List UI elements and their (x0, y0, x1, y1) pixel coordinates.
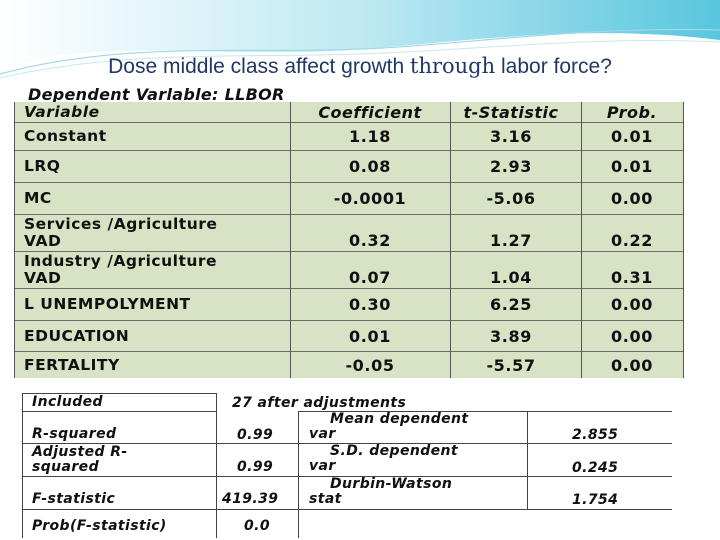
grid-line (22, 393, 216, 394)
variable-line: Services /Agriculture (24, 215, 218, 233)
label-line: Mean dependent (330, 411, 469, 427)
variable-cell: Services /Agriculture VAD (14, 215, 289, 251)
prob-cell: 0.00 (611, 355, 653, 375)
grid-line (298, 509, 299, 538)
prob-cell: 0.01 (611, 157, 653, 176)
coefficient-cell: 0.07 (349, 267, 391, 287)
table-row: EDUCATION 0.01 3.89 0.00 (14, 321, 684, 352)
grid-line (22, 393, 23, 538)
t-statistic-cell: 2.93 (490, 157, 532, 176)
column-divider (14, 102, 15, 378)
mean-dependent-value: 2.855 (572, 427, 619, 443)
included-value: 27 after adjustments (232, 395, 407, 411)
table-header-row: Variable Coefficient t-Statistic Prob. (14, 102, 684, 123)
t-statistic-cell: -5.06 (486, 189, 536, 208)
coefficient-cell: 0.08 (349, 157, 391, 176)
variable-line: Industry /Agriculture (24, 252, 218, 270)
f-statistic-value: 419.39 (222, 491, 279, 507)
t-statistic-cell: 1.27 (490, 230, 532, 250)
column-divider (290, 102, 291, 378)
prob-cell: 0.31 (611, 267, 653, 287)
model-statistics-table: Included 27 after adjustments R-squared … (22, 393, 672, 538)
grid-line (22, 476, 672, 477)
r-squared-value: 0.99 (237, 427, 274, 443)
prob-cell: 0.00 (611, 326, 653, 346)
column-divider (450, 102, 451, 378)
mean-dependent-label: Mean dependent (330, 412, 469, 427)
t-statistic-cell: 3.16 (490, 126, 532, 146)
regression-table: Variable Coefficient t-Statistic Prob. C… (14, 102, 684, 379)
label-line: var (309, 458, 336, 474)
header-wave-decoration (0, 0, 720, 79)
label-line: var (309, 426, 336, 442)
included-label: Included (32, 394, 103, 410)
coefficient-cell: 0.32 (349, 230, 391, 250)
label-line: squared (32, 459, 99, 475)
durbin-watson-value: 1.754 (572, 492, 619, 508)
header-coefficient: Coefficient (318, 102, 422, 122)
mean-dependent-label-cont: var (309, 427, 336, 442)
prob-cell: 0.00 (611, 295, 653, 314)
prob-cell: 0.01 (611, 126, 653, 146)
variable-cell: EDUCATION (24, 326, 130, 345)
f-statistic-label: F-statistic (32, 491, 116, 507)
durbin-watson-label: Durbin-Watson stat (309, 477, 452, 507)
variable-line: VAD (24, 232, 62, 250)
column-divider (683, 102, 684, 378)
column-divider (581, 102, 582, 378)
table-row: LRQ 0.08 2.93 0.01 (14, 151, 684, 183)
grid-line (22, 411, 216, 412)
grid-line (298, 411, 672, 412)
page-title: Dose middle class affect growth through … (108, 54, 612, 78)
header-variable: Variable (24, 102, 100, 121)
table-row: L UNEMPOLYMENT 0.30 6.25 0.00 (14, 289, 684, 321)
coefficient-cell: -0.0001 (333, 189, 407, 208)
r-squared-label: R-squared (32, 426, 117, 442)
table-row: FERTALITY -0.05 -5.57 0.00 (14, 352, 684, 379)
variable-line: VAD (24, 269, 62, 287)
table-row: Industry /Agriculture VAD 0.07 1.04 0.31 (14, 252, 684, 289)
grid-line (22, 509, 672, 510)
table-row: Constant 1.18 3.16 0.01 (14, 122, 684, 151)
label-line: stat (309, 491, 342, 507)
t-statistic-cell: -5.57 (486, 355, 536, 375)
header-t-statistic: t-Statistic (463, 102, 559, 122)
prob-f-statistic-label: Prob(F-statistic) (32, 518, 167, 534)
grid-line (216, 393, 217, 538)
coefficient-cell: 1.18 (349, 126, 391, 146)
grid-line (22, 443, 672, 444)
adjusted-r-squared-label: Adjusted R- squared (32, 445, 128, 475)
prob-f-statistic-value: 0.0 (244, 518, 271, 534)
adjusted-r-squared-value: 0.99 (237, 459, 274, 475)
variable-cell: FERTALITY (24, 355, 120, 374)
t-statistic-cell: 3.89 (490, 326, 532, 346)
dependent-variable-label: Dependent Varlable: LLBOR (28, 85, 285, 104)
t-statistic-cell: 1.04 (490, 267, 532, 287)
t-statistic-cell: 6.25 (490, 295, 532, 314)
prob-cell: 0.00 (611, 189, 653, 208)
sd-dependent-value: 0.245 (572, 460, 619, 476)
coefficient-cell: 0.30 (349, 295, 391, 314)
variable-cell: Industry /Agriculture VAD (14, 252, 289, 288)
grid-line (527, 411, 528, 509)
table-row: Services /Agriculture VAD 0.32 1.27 0.22 (14, 215, 684, 252)
coefficient-cell: 0.01 (349, 326, 391, 346)
grid-line (298, 411, 299, 509)
label-line: Durbin-Watson (330, 476, 453, 492)
header-prob: Prob. (606, 102, 658, 122)
prob-cell: 0.22 (611, 230, 653, 250)
label-line: Adjusted R- (32, 444, 128, 460)
coefficient-cell: -0.05 (345, 355, 395, 375)
table-row: MC -0.0001 -5.06 0.00 (14, 183, 684, 215)
variable-cell: Constant (24, 126, 107, 145)
variable-cell: MC (24, 189, 52, 207)
variable-cell: LRQ (24, 157, 61, 175)
label-line: S.D. dependent (330, 443, 458, 459)
sd-dependent-label: S.D. dependent var (309, 444, 458, 474)
variable-cell: L UNEMPOLYMENT (24, 295, 191, 313)
